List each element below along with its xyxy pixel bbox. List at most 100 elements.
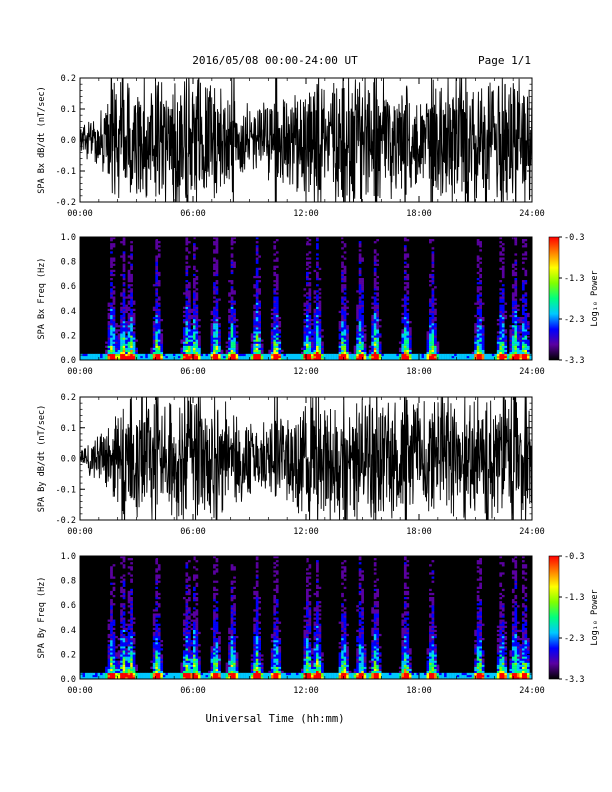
heatmap-cell [258,658,261,661]
heatmap-cell [514,288,518,291]
heatmap-cell [213,566,216,569]
heatmap-cell [112,296,116,299]
heatmap-cell [193,656,196,659]
heatmap-cell [233,261,236,264]
heatmap-cell [185,625,189,628]
heatmap-cell [316,275,319,279]
heatmap-cell [110,271,113,275]
heatmap-cell [112,349,116,352]
heatmap-cell [122,670,126,674]
heatmap-cell [270,668,274,671]
heatmap-cell [255,605,259,608]
heatmap-cell [240,355,244,359]
heatmap-cell [521,316,525,320]
heatmap-cell [444,357,447,361]
heatmap-cell [117,668,121,671]
heatmap-cell [255,564,259,567]
heatmap-cell [519,298,523,301]
heatmap-cell [110,664,113,667]
heatmap-cell [213,355,216,359]
heatmap-cell [235,345,239,348]
heatmap-cell [511,304,515,307]
heatmap-cell [521,319,525,322]
heatmap-cell [100,674,103,678]
heatmap-cell [185,574,189,577]
heatmap-cell [180,668,184,671]
heatmap-cell [391,355,395,359]
heatmap-cell [270,325,274,328]
heatmap-cell [255,275,259,279]
heatmap-cell [316,631,319,635]
heatmap-cell [255,650,259,653]
heatmap-cell [215,560,219,563]
heatmap-cell [120,666,123,669]
heatmap-cell [233,640,236,643]
heatmap-cell [112,576,116,579]
heatmap-cell [358,310,362,314]
heatmap-cell [190,343,194,346]
heatmap-cell [110,662,113,665]
heatmap-cell [117,345,121,348]
heatmap-cell [406,302,410,305]
heatmap-cell [303,327,307,330]
heatmap-cell [303,341,307,344]
heatmap-cell [155,255,159,258]
heatmap-cell [210,333,214,336]
heatmap-cell [273,617,277,620]
heatmap-cell [398,353,402,357]
heatmap-cell [82,357,86,361]
heatmap-cell [228,353,231,357]
heatmap-cell [373,355,377,359]
heatmap-cell [476,321,480,324]
heatmap-cell [215,617,219,620]
heatmap-cell [117,341,121,344]
heatmap-cell [313,644,317,647]
heatmap-cell [195,282,199,285]
heatmap-cell [318,323,322,326]
heatmap-cell [288,676,292,680]
heatmap-cell [499,267,503,270]
heatmap-cell [306,267,309,270]
heatmap-cell [509,351,513,355]
heatmap-cell [464,353,467,357]
heatmap-cell [371,302,374,305]
heatmap-cell [476,286,480,289]
heatmap-cell [275,312,279,316]
heatmap-cell [210,650,214,653]
heatmap-cell [474,349,477,352]
heatmap-cell [215,662,219,665]
heatmap-cell [132,633,136,637]
heatmap-cell [193,282,196,285]
heatmap-cell [514,329,518,332]
heatmap-cell [165,672,169,676]
heatmap-cell [130,578,133,581]
heatmap-cell [346,306,349,309]
heatmap-cell [145,353,148,357]
heatmap-cell [90,357,93,361]
heatmap-cell [318,347,322,350]
heatmap-cell [499,345,503,348]
heatmap-cell [132,345,136,348]
heatmap-cell [155,314,159,318]
heatmap-cell [406,321,410,324]
heatmap-cell [341,339,344,342]
heatmap-cell [198,351,201,355]
heatmap-cell [406,331,410,334]
heatmap-cell [185,288,189,291]
heatmap-cell [122,269,126,273]
heatmap-cell [361,300,364,303]
heatmap-cell [185,267,189,270]
heatmap-cell [120,331,123,334]
heatmap-cell [278,674,282,678]
heatmap-cell [107,625,111,628]
heatmap-cell [213,321,216,324]
heatmap-cell [187,584,191,587]
heatmap-cell [130,666,133,669]
heatmap-cell [326,353,329,357]
heatmap-cell [190,658,194,661]
heatmap-cell [110,290,113,293]
heatmap-cell [431,343,435,346]
heatmap-cell [135,664,138,667]
heatmap-cell [107,347,111,350]
heatmap-cell [187,327,191,330]
